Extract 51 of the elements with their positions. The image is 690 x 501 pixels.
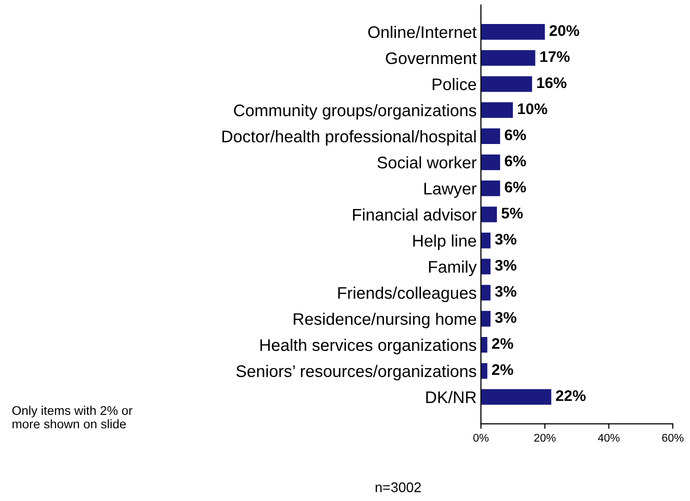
data-label: 3% [495, 260, 516, 271]
y-tick-label: Community groups/organizations [234, 104, 476, 120]
bar [480, 154, 500, 170]
data-label: 17% [540, 51, 570, 62]
bar [480, 284, 491, 300]
text: Only items with 2% or more shown on slide [12, 406, 132, 428]
bar [480, 337, 488, 353]
y-tick-label: Lawyer [424, 182, 476, 198]
y-tick-label: Health services organizations [260, 338, 476, 354]
bar [480, 76, 532, 92]
data-label: 3% [495, 286, 516, 297]
data-label: 2% [492, 364, 514, 375]
bar [480, 50, 536, 66]
y-tick-label: Residence/nursing home [294, 312, 476, 328]
y-tick-label: DK/NR [426, 390, 476, 404]
data-label: 3% [495, 234, 516, 245]
y-tick-label: Government [386, 52, 477, 64]
y-tick-label: Friends/colleagues [338, 286, 476, 302]
x-tick-label: 20% [534, 434, 556, 442]
bar [480, 389, 552, 405]
bar [480, 128, 500, 144]
x-tick-label: 60% [662, 434, 684, 442]
bar [480, 258, 491, 274]
data-label: 6% [504, 129, 526, 140]
y-tick-label: Seniors’ resources/organizations [236, 364, 476, 380]
bar [480, 232, 491, 248]
y-tick-label: Police [432, 78, 476, 90]
bar [480, 180, 500, 196]
x-tick-label: 0% [473, 434, 489, 442]
data-label: 5% [502, 208, 523, 219]
data-label: 16% [537, 77, 566, 88]
data-label: 20% [550, 25, 580, 36]
y-tick-label: Help line [413, 234, 476, 250]
y-tick-label: Doctor/health professional/hospital [222, 130, 476, 146]
y-tick-label: Social worker [377, 156, 476, 168]
bar [480, 206, 497, 222]
y-tick-label: Online/Internet [368, 26, 477, 38]
data-label: 3% [495, 312, 516, 323]
data-label: 22% [556, 390, 586, 402]
bar [480, 102, 513, 118]
text: n=3002 [376, 482, 421, 492]
x-tick-label: 40% [598, 434, 620, 442]
bar [480, 310, 491, 327]
bar [480, 24, 545, 40]
data-label: 2% [492, 338, 514, 349]
data-label: 6% [504, 156, 526, 166]
data-label: 10% [518, 103, 548, 114]
y-tick-label: Financial advisor [353, 208, 476, 221]
data-label: 6% [504, 182, 526, 192]
bar [480, 363, 488, 379]
y-tick-label: Family [429, 260, 477, 276]
